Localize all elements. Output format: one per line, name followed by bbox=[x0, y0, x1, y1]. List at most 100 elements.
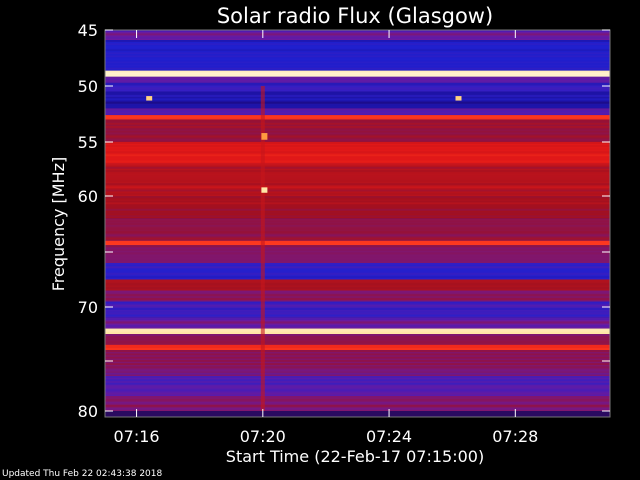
y-axis: 45 50 55 60 70 80 bbox=[78, 21, 610, 421]
band-texture bbox=[105, 399, 610, 401]
burst-feature bbox=[261, 133, 268, 140]
band-texture bbox=[105, 108, 610, 111]
band-texture bbox=[105, 148, 610, 151]
band-texture bbox=[105, 46, 610, 49]
x-tick-label: 07:20 bbox=[240, 427, 286, 446]
band-texture bbox=[105, 283, 610, 286]
band-texture bbox=[105, 163, 610, 166]
y-tick-label: 50 bbox=[78, 77, 98, 96]
band-texture bbox=[105, 115, 610, 118]
band-texture bbox=[105, 33, 610, 36]
band-texture bbox=[105, 392, 610, 395]
band-texture bbox=[105, 205, 610, 208]
band-texture bbox=[105, 245, 610, 248]
band-texture bbox=[105, 192, 610, 195]
band-texture bbox=[105, 334, 610, 337]
band-texture bbox=[105, 379, 610, 382]
band-texture bbox=[105, 79, 610, 82]
band-texture bbox=[105, 157, 610, 160]
band-texture bbox=[105, 252, 610, 255]
band-texture bbox=[105, 135, 610, 138]
band-texture bbox=[105, 208, 610, 211]
y-tick-label: 60 bbox=[78, 187, 98, 206]
band-texture bbox=[105, 67, 610, 70]
band-texture bbox=[105, 73, 610, 76]
band-texture bbox=[105, 234, 610, 237]
y-tick-label: 80 bbox=[78, 402, 98, 421]
x-axis: 07:16 07:20 07:24 07:28 bbox=[114, 30, 538, 446]
band-texture bbox=[105, 369, 610, 372]
band-texture bbox=[105, 55, 610, 58]
band-texture bbox=[105, 36, 610, 39]
burst-feature bbox=[261, 187, 268, 193]
band-texture bbox=[105, 151, 610, 154]
band-texture bbox=[105, 376, 610, 378]
band-texture bbox=[105, 176, 610, 179]
band-texture bbox=[105, 248, 610, 251]
band-texture bbox=[105, 196, 610, 198]
band-texture bbox=[105, 145, 610, 147]
band-texture bbox=[105, 129, 610, 132]
band-texture bbox=[105, 263, 610, 265]
band-texture bbox=[105, 301, 610, 304]
band-texture bbox=[105, 237, 610, 240]
x-tick-label: 07:16 bbox=[114, 427, 160, 446]
band-texture bbox=[105, 218, 610, 221]
band-texture bbox=[105, 328, 610, 332]
band-texture bbox=[105, 91, 610, 94]
band-texture bbox=[105, 405, 610, 407]
band-texture bbox=[105, 40, 610, 42]
band-texture bbox=[105, 308, 610, 310]
band-texture bbox=[105, 221, 610, 224]
x-axis-label: Start Time (22-Feb-17 07:15:00) bbox=[226, 447, 484, 466]
band-texture bbox=[105, 341, 610, 344]
band-texture bbox=[105, 119, 610, 122]
band-texture bbox=[105, 199, 610, 202]
band-texture bbox=[105, 356, 610, 359]
band-texture bbox=[105, 389, 610, 392]
band-texture bbox=[105, 311, 610, 314]
band-texture bbox=[105, 290, 610, 293]
band-texture bbox=[105, 344, 610, 349]
band-texture bbox=[105, 363, 610, 366]
plot-frame bbox=[104, 29, 611, 418]
band-texture bbox=[105, 87, 610, 90]
band-texture bbox=[105, 276, 610, 279]
band-texture bbox=[105, 43, 610, 45]
band-texture bbox=[105, 321, 610, 324]
band-texture bbox=[105, 297, 610, 301]
band-texture bbox=[105, 186, 610, 189]
band-texture bbox=[105, 154, 610, 157]
spectrogram-plot bbox=[104, 29, 611, 418]
band-texture bbox=[105, 259, 610, 262]
band-texture bbox=[105, 350, 610, 353]
band-texture bbox=[105, 294, 610, 297]
band-texture bbox=[105, 122, 610, 125]
band-texture bbox=[105, 286, 610, 290]
band-texture bbox=[105, 101, 610, 104]
band-texture bbox=[105, 269, 610, 272]
band-texture bbox=[105, 189, 610, 192]
band-texture bbox=[105, 240, 610, 244]
band-texture bbox=[105, 359, 610, 362]
band-texture bbox=[105, 279, 610, 282]
burst-feature bbox=[260, 86, 265, 411]
band-texture bbox=[105, 111, 610, 114]
band-texture bbox=[105, 132, 610, 135]
band-texture bbox=[105, 231, 610, 234]
update-timestamp: Updated Thu Feb 22 02:43:38 2018 bbox=[2, 469, 163, 479]
band-texture bbox=[105, 353, 610, 356]
band-texture bbox=[105, 386, 610, 388]
band-texture bbox=[105, 94, 610, 97]
y-tick-label: 70 bbox=[78, 298, 98, 317]
y-tick-label: 45 bbox=[78, 21, 98, 40]
x-tick-label: 07:24 bbox=[366, 427, 412, 446]
band-texture bbox=[105, 76, 610, 79]
band-texture bbox=[105, 166, 610, 169]
band-texture bbox=[105, 317, 610, 320]
band-texture bbox=[105, 266, 610, 269]
band-texture bbox=[105, 142, 610, 144]
band-texture bbox=[105, 396, 610, 398]
band-texture bbox=[105, 366, 610, 369]
